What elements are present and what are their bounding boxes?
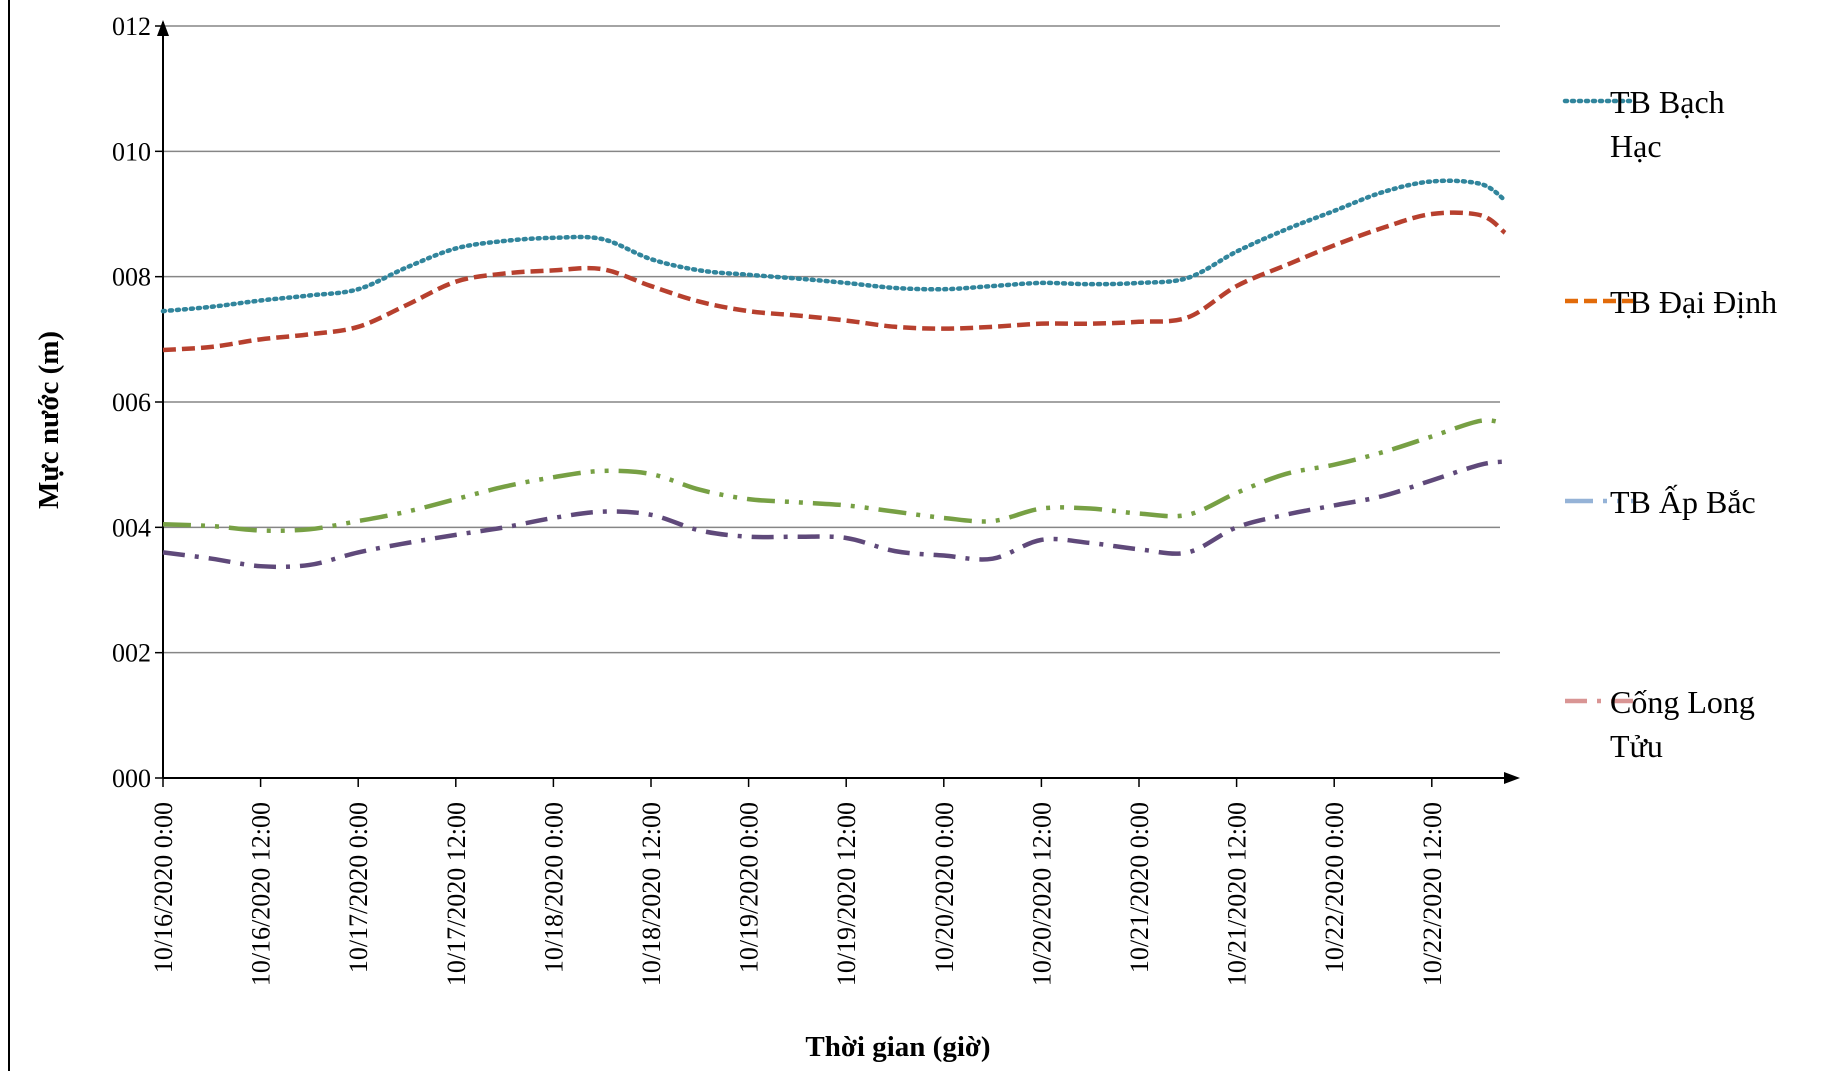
x-tick-label: 10/21/2020 0:00 (1125, 802, 1154, 973)
legend-label: TB Ấp Bắc (1610, 484, 1756, 520)
legend-label: TB Đại Định (1610, 284, 1777, 320)
legend-label: TB Bạch Hạc (1610, 84, 1725, 164)
x-tick-label: 10/17/2020 0:00 (344, 802, 373, 973)
legend: TB Bạch Hạc TB Đại Định TB Ấp Bắc Cống Long T… (1562, 84, 1777, 764)
y-tick-label: 000 (112, 764, 151, 793)
x-axis-arrow (1504, 772, 1520, 784)
x-tick-label: 10/18/2020 0:00 (539, 802, 568, 973)
y-tick-label: 012 (112, 12, 151, 41)
y-tick-label: 002 (112, 639, 151, 668)
series-line-4 (162, 459, 1506, 570)
y-tick-label: 004 (112, 513, 151, 542)
x-tick-label: 10/21/2020 12:00 (1223, 802, 1252, 986)
y-tick-label: 006 (112, 388, 151, 417)
x-tick-label: 10/22/2020 0:00 (1320, 802, 1349, 973)
x-tick-label: 10/18/2020 12:00 (637, 802, 666, 986)
gridlines (155, 25, 1500, 779)
series-line-1 (160, 178, 1508, 314)
x-axis-title: Thời gian (giờ) (805, 1031, 990, 1063)
y-axis-arrow (157, 20, 169, 36)
x-tick-label: 10/17/2020 12:00 (442, 802, 471, 986)
series-lines (160, 178, 1508, 570)
x-tick-label: 10/22/2020 12:00 (1418, 802, 1447, 986)
y-tick-labels: 000 002 004 006 008 010 012 (112, 12, 151, 793)
x-tick-label: 10/19/2020 12:00 (832, 802, 861, 986)
axes (157, 20, 1520, 784)
y-tick-label: 008 (112, 263, 151, 292)
y-tick-label: 010 (112, 137, 151, 166)
x-tick-label: 10/19/2020 0:00 (735, 802, 764, 973)
x-tick-label: 10/20/2020 12:00 (1027, 802, 1056, 986)
x-tick-label: 10/20/2020 0:00 (930, 802, 959, 973)
x-tick-label: 10/16/2020 12:00 (247, 802, 276, 986)
series-line-2 (162, 210, 1507, 353)
y-axis-title: Mực nước (m) (33, 331, 65, 509)
x-tick-labels: 10/16/2020 0:00 10/16/2020 12:00 10/17/202… (149, 778, 1447, 986)
legend-label: Cống Long Tửu (1610, 684, 1755, 764)
x-tick-label: 10/16/2020 0:00 (149, 802, 178, 973)
